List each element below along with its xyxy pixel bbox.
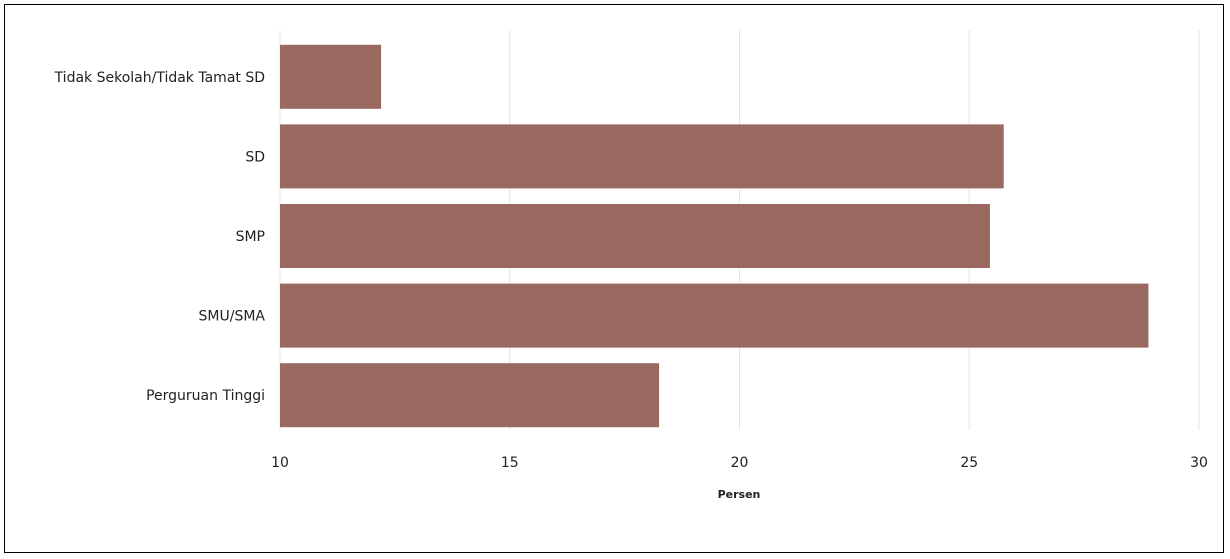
- category-label: Perguruan Tinggi: [146, 388, 265, 404]
- category-label: SMP: [236, 229, 265, 245]
- bar[interactable]: [280, 363, 660, 428]
- category-label: Tidak Sekolah/Tidak Tamat SD: [54, 70, 265, 86]
- category-labels: Tidak Sekolah/Tidak Tamat SD SD SMP SMU/SMA…: [54, 70, 266, 404]
- x-tick-label: 15: [501, 455, 519, 471]
- x-tick-label: 10: [271, 455, 289, 471]
- chart-frame: [4, 4, 1224, 553]
- bar[interactable]: [280, 204, 990, 268]
- x-tick-label: 20: [731, 455, 749, 471]
- bars: [280, 44, 1149, 428]
- category-label: SMU/SMA: [199, 309, 266, 325]
- bar[interactable]: [280, 124, 1004, 189]
- bar[interactable]: [280, 283, 1149, 348]
- category-label: SD: [245, 149, 265, 165]
- x-tick-labels: 10 15 20 25 30: [271, 455, 1208, 471]
- x-axis-title: Persen: [718, 488, 761, 501]
- x-tick-label: 30: [1190, 455, 1208, 471]
- bar[interactable]: [280, 44, 382, 109]
- x-tick-label: 25: [960, 455, 978, 471]
